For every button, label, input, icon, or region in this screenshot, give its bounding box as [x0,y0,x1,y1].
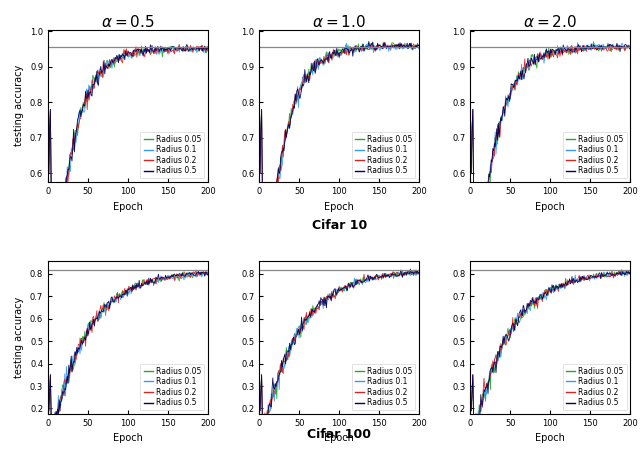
Title: $\alpha = 1.0$: $\alpha = 1.0$ [312,14,366,30]
X-axis label: Epoch: Epoch [324,202,354,212]
Legend: Radius 0.05, Radius 0.1, Radius 0.2, Radius 0.5: Radius 0.05, Radius 0.1, Radius 0.2, Rad… [563,131,627,178]
Text: Cifar 100: Cifar 100 [307,428,371,441]
Text: Cifar 10: Cifar 10 [312,219,367,232]
X-axis label: Epoch: Epoch [113,202,143,212]
Legend: Radius 0.05, Radius 0.1, Radius 0.2, Radius 0.5: Radius 0.05, Radius 0.1, Radius 0.2, Rad… [140,364,204,410]
Legend: Radius 0.05, Radius 0.1, Radius 0.2, Radius 0.5: Radius 0.05, Radius 0.1, Radius 0.2, Rad… [140,131,204,178]
Y-axis label: testing accuracy: testing accuracy [14,65,24,147]
Legend: Radius 0.05, Radius 0.1, Radius 0.2, Radius 0.5: Radius 0.05, Radius 0.1, Radius 0.2, Rad… [351,364,415,410]
Y-axis label: testing accuracy: testing accuracy [14,297,24,379]
X-axis label: Epoch: Epoch [324,434,354,444]
Title: $\alpha = 2.0$: $\alpha = 2.0$ [524,14,577,30]
Legend: Radius 0.05, Radius 0.1, Radius 0.2, Radius 0.5: Radius 0.05, Radius 0.1, Radius 0.2, Rad… [351,131,415,178]
Title: $\alpha = 0.5$: $\alpha = 0.5$ [101,14,155,30]
Legend: Radius 0.05, Radius 0.1, Radius 0.2, Radius 0.5: Radius 0.05, Radius 0.1, Radius 0.2, Rad… [563,364,627,410]
X-axis label: Epoch: Epoch [113,434,143,444]
X-axis label: Epoch: Epoch [536,202,565,212]
X-axis label: Epoch: Epoch [536,434,565,444]
